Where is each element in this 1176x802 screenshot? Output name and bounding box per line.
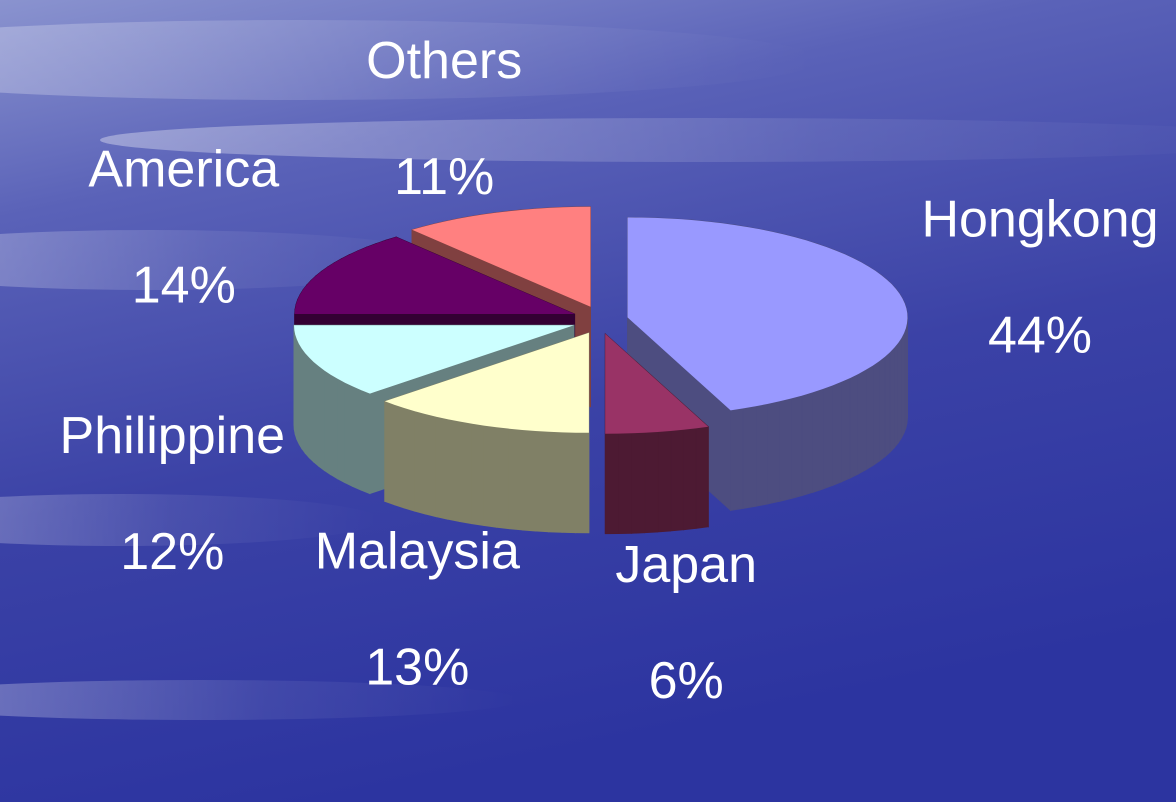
slice-label: Japan xyxy=(615,536,757,594)
slice-side xyxy=(631,432,646,534)
labels: Hongkong 44% Japan 6% Malaysia 13% Philippine 1… xyxy=(60,32,1159,710)
slice-top xyxy=(384,332,589,433)
slice-label: Philippine xyxy=(60,407,286,465)
slice-side xyxy=(471,423,485,527)
slice-top xyxy=(412,206,591,307)
slice-side xyxy=(894,341,899,449)
slice-side xyxy=(670,429,684,532)
slice-side xyxy=(403,407,415,512)
slice-side xyxy=(644,431,659,534)
slice-side xyxy=(308,356,315,463)
slice-side xyxy=(884,351,891,458)
slice-side xyxy=(849,373,859,479)
slice-side xyxy=(822,384,833,490)
slice-side xyxy=(548,431,563,533)
slice-side xyxy=(618,432,632,535)
slice xyxy=(604,332,709,535)
slice-side xyxy=(313,361,320,468)
slice-side xyxy=(393,404,405,509)
slice-side xyxy=(889,346,895,454)
slice-side xyxy=(575,432,590,534)
pie xyxy=(293,206,908,535)
slice-top xyxy=(294,325,574,394)
slice-value-label: 44% xyxy=(988,306,1092,364)
slice-side xyxy=(330,373,338,480)
slice-side xyxy=(790,395,803,500)
slice-label: Hongkong xyxy=(921,190,1158,248)
slice-side xyxy=(695,426,709,529)
slice-side xyxy=(878,355,886,462)
slice-side xyxy=(604,433,619,535)
slice-side xyxy=(301,347,306,455)
slice-side xyxy=(534,430,550,533)
slice-label: Others xyxy=(366,32,522,90)
slice-value-label: 11% xyxy=(394,148,494,206)
slice-side xyxy=(360,389,371,495)
slice-side xyxy=(521,429,536,532)
slice-side xyxy=(779,398,792,502)
slice-side xyxy=(832,381,843,487)
slice-value-label: 12% xyxy=(120,523,224,581)
background-streaks xyxy=(0,20,1176,720)
slice-side xyxy=(435,416,449,520)
slice-side xyxy=(496,426,510,530)
slice-side xyxy=(447,418,460,523)
slice-label: America xyxy=(88,140,279,198)
slice-side xyxy=(424,413,437,518)
slice-side xyxy=(324,369,332,476)
slice-side xyxy=(682,427,697,531)
slice xyxy=(384,332,590,534)
slice-label: Malaysia xyxy=(315,522,520,580)
slice-side xyxy=(344,382,354,488)
slice-side xyxy=(561,431,576,534)
slice-side xyxy=(384,400,395,506)
slice-side xyxy=(857,369,867,475)
slice-value-label: 14% xyxy=(132,256,236,314)
slice-side xyxy=(801,391,814,497)
slice-side xyxy=(865,364,874,471)
slice-top xyxy=(627,217,908,411)
slice-side xyxy=(897,336,902,445)
slice-side xyxy=(812,388,824,493)
slice-side xyxy=(298,342,303,450)
slice-side xyxy=(304,351,310,459)
slice-side xyxy=(742,405,757,509)
slice-side xyxy=(483,425,497,528)
slice-side xyxy=(755,403,769,507)
slice-value-label: 6% xyxy=(649,652,724,710)
slice-side xyxy=(337,378,346,484)
slice-top xyxy=(605,333,709,434)
slice-side xyxy=(767,400,781,505)
slice-side xyxy=(414,410,426,515)
slice-side xyxy=(657,430,672,533)
slice-side xyxy=(318,365,325,472)
slice-side xyxy=(872,360,880,467)
slice-top xyxy=(294,237,575,314)
slice-side xyxy=(459,421,472,525)
slice-value-label: 13% xyxy=(365,638,469,696)
slice-side xyxy=(730,407,744,511)
slice-side xyxy=(508,428,523,531)
slice-side xyxy=(352,385,362,491)
slice-side xyxy=(841,377,851,483)
